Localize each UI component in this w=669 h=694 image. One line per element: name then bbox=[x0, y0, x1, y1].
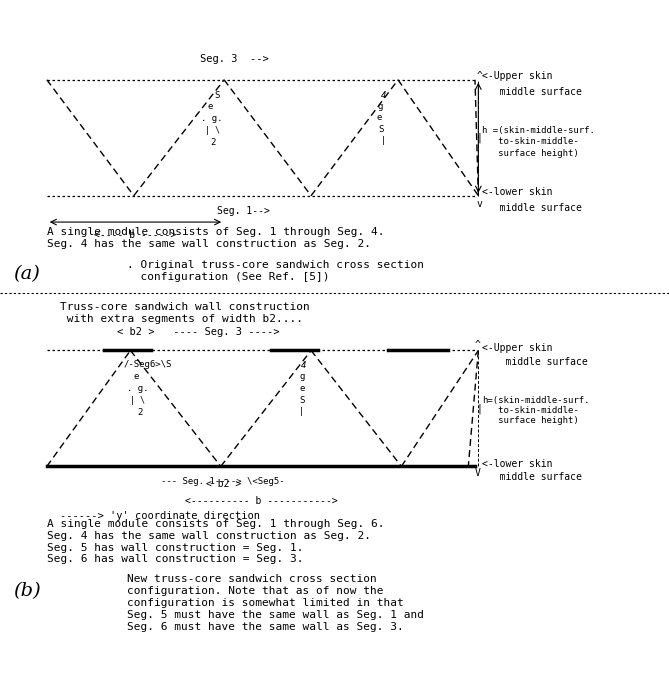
Text: <-lower skin: <-lower skin bbox=[482, 459, 552, 469]
Text: (b): (b) bbox=[13, 582, 41, 600]
Text: ------> 'y' coordinate direction: ------> 'y' coordinate direction bbox=[60, 511, 260, 521]
Text: Seg. 5 has wall construction = Seg. 1.: Seg. 5 has wall construction = Seg. 1. bbox=[47, 543, 303, 552]
Text: S: S bbox=[214, 91, 219, 99]
Text: configuration is somewhat limited in that: configuration is somewhat limited in tha… bbox=[127, 598, 404, 608]
Text: e: e bbox=[377, 114, 382, 122]
Text: <-lower skin: <-lower skin bbox=[482, 187, 552, 197]
Text: A single module consists of Seg. 1 through Seg. 6.: A single module consists of Seg. 1 throu… bbox=[47, 519, 384, 529]
Text: Seg. 5 must have the same wall as Seg. 1 and: Seg. 5 must have the same wall as Seg. 1… bbox=[127, 610, 424, 620]
Text: --- Seg. 1----> \<Seg5-: --- Seg. 1----> \<Seg5- bbox=[161, 477, 284, 486]
Text: Seg. 3  -->: Seg. 3 --> bbox=[200, 54, 268, 64]
Text: <-Upper skin: <-Upper skin bbox=[482, 71, 552, 81]
Text: 2: 2 bbox=[137, 409, 142, 417]
Text: v: v bbox=[476, 199, 482, 209]
Text: with extra segments of width b2....: with extra segments of width b2.... bbox=[60, 314, 303, 323]
Text: to-skin-middle-: to-skin-middle- bbox=[482, 137, 579, 146]
Text: e: e bbox=[207, 102, 213, 110]
Text: Seg. 6 has wall construction = Seg. 3.: Seg. 6 has wall construction = Seg. 3. bbox=[47, 555, 303, 564]
Text: h=(skin-middle-surf.: h=(skin-middle-surf. bbox=[482, 396, 589, 405]
Text: |: | bbox=[299, 407, 304, 416]
Text: h =(skin-middle-surf.: h =(skin-middle-surf. bbox=[482, 126, 595, 135]
Text: |: | bbox=[476, 403, 482, 414]
Text: . Original truss-core sandwich cross section: . Original truss-core sandwich cross sec… bbox=[127, 260, 424, 270]
Text: <-Upper skin: <-Upper skin bbox=[482, 344, 552, 353]
Text: /-Seg6>\S: /-Seg6>\S bbox=[124, 360, 172, 369]
Text: middle surface: middle surface bbox=[482, 87, 581, 97]
Text: 2: 2 bbox=[211, 138, 216, 146]
Text: middle surface: middle surface bbox=[482, 203, 581, 213]
Text: < b2 >   ---- Seg. 3 ---->: < b2 > ---- Seg. 3 ----> bbox=[117, 327, 280, 337]
Text: to-skin-middle-: to-skin-middle- bbox=[482, 406, 579, 415]
Text: Seg. 4 has the same wall construction as Seg. 2.: Seg. 4 has the same wall construction as… bbox=[47, 239, 371, 249]
Text: ^: ^ bbox=[476, 71, 482, 81]
Text: S: S bbox=[299, 396, 304, 405]
Text: | \: | \ bbox=[205, 126, 220, 135]
Text: A single module consists of Seg. 1 through Seg. 4.: A single module consists of Seg. 1 throu… bbox=[47, 228, 384, 237]
Text: ^: ^ bbox=[475, 340, 481, 350]
Text: Truss-core sandwich wall construction: Truss-core sandwich wall construction bbox=[60, 302, 310, 312]
Text: e: e bbox=[299, 384, 304, 393]
Text: 4: 4 bbox=[301, 362, 306, 370]
Text: middle surface: middle surface bbox=[482, 473, 581, 482]
Text: (a): (a) bbox=[13, 265, 40, 283]
Text: e: e bbox=[134, 372, 139, 380]
Text: |: | bbox=[476, 133, 482, 143]
Text: Seg. 1-->: Seg. 1--> bbox=[217, 206, 270, 216]
Text: surface height): surface height) bbox=[482, 416, 579, 425]
Text: surface height): surface height) bbox=[482, 149, 579, 158]
Text: |: | bbox=[381, 137, 386, 145]
Text: Seg. 6 must have the same wall as Seg. 3.: Seg. 6 must have the same wall as Seg. 3… bbox=[127, 622, 404, 632]
Text: 4: 4 bbox=[381, 91, 387, 99]
Text: S: S bbox=[378, 126, 383, 134]
Text: . g.: . g. bbox=[127, 384, 149, 393]
Text: middle surface: middle surface bbox=[482, 357, 587, 366]
Text: configuration. Note that as of now the: configuration. Note that as of now the bbox=[127, 586, 383, 596]
Text: <---- b ----->: <---- b -----> bbox=[94, 230, 177, 239]
Text: <---------- b ----------->: <---------- b -----------> bbox=[185, 496, 337, 506]
Text: g: g bbox=[299, 373, 304, 381]
Text: configuration (See Ref. [5]): configuration (See Ref. [5]) bbox=[127, 272, 330, 282]
Text: < b2 >: < b2 > bbox=[207, 479, 242, 489]
Text: g: g bbox=[378, 102, 383, 110]
Text: | \: | \ bbox=[130, 396, 145, 405]
Text: V: V bbox=[475, 468, 481, 478]
Text: New truss-core sandwich cross section: New truss-core sandwich cross section bbox=[127, 575, 377, 584]
Text: . g.: . g. bbox=[201, 115, 222, 123]
Text: Seg. 4 has the same wall construction as Seg. 2.: Seg. 4 has the same wall construction as… bbox=[47, 531, 371, 541]
